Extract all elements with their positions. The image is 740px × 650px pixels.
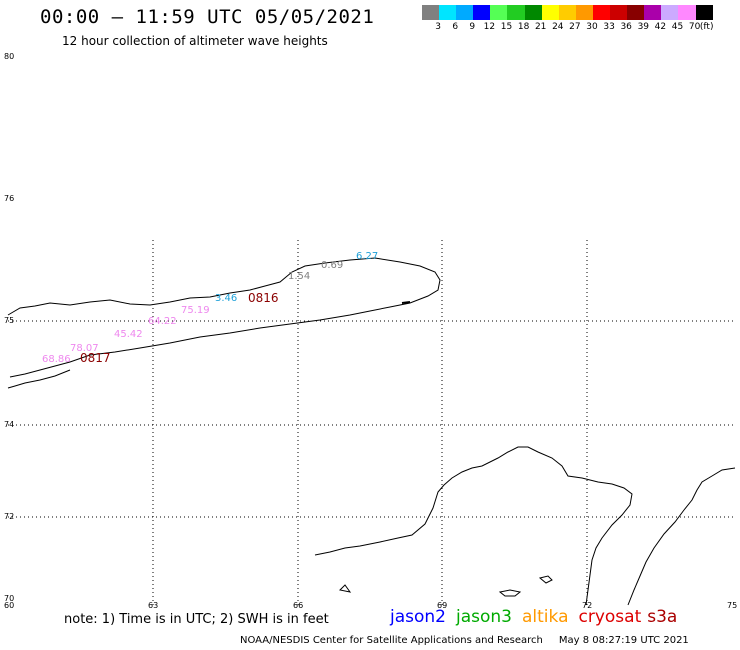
color-swatch bbox=[558, 5, 576, 20]
lat-label: 70 bbox=[4, 594, 15, 603]
color-swatch bbox=[507, 5, 525, 20]
wave-height-label: 45.42 bbox=[114, 329, 143, 340]
lat-label: 80 bbox=[4, 52, 15, 61]
color-swatch bbox=[695, 5, 713, 20]
coastline-novaya-zemlya-south bbox=[7, 369, 71, 389]
lon-label: 72 bbox=[582, 601, 593, 610]
wave-height-label: 3.46 bbox=[215, 293, 237, 304]
coastline-east-shore bbox=[627, 467, 736, 606]
color-swatch bbox=[473, 5, 491, 20]
map-subtitle: 12 hour collection of altimeter wave hei… bbox=[62, 34, 328, 48]
color-legend-label: 12 bbox=[483, 22, 496, 32]
lat-label: 74 bbox=[4, 420, 15, 429]
color-legend-label: 24 bbox=[552, 22, 564, 32]
pass-time-label: 0816 bbox=[248, 291, 279, 305]
satellite-name: jason2 bbox=[390, 607, 446, 627]
color-legend-label: 45 bbox=[671, 22, 684, 32]
coastline-novaya-zemlya-north bbox=[7, 257, 441, 378]
color-swatch bbox=[627, 5, 645, 20]
graticule bbox=[8, 240, 735, 605]
lon-label: 63 bbox=[148, 601, 159, 610]
color-swatch bbox=[490, 5, 508, 20]
color-legend-label: 39 bbox=[637, 22, 650, 32]
color-swatch bbox=[678, 5, 696, 20]
color-swatch bbox=[439, 5, 457, 20]
footer-timestamp: May 8 08:27:19 UTC 2021 bbox=[558, 635, 689, 646]
color-swatch bbox=[575, 5, 593, 20]
wave-height-label: 6.27 bbox=[356, 251, 378, 262]
lon-label: 66 bbox=[293, 601, 304, 610]
color-legend-label: 18 bbox=[517, 22, 530, 32]
satellite-name: jason3 bbox=[456, 607, 512, 627]
color-swatch bbox=[661, 5, 679, 20]
wave-height-label: 68.86 bbox=[42, 354, 71, 365]
pass-time-label: 0817 bbox=[80, 351, 111, 365]
color-swatch bbox=[610, 5, 628, 20]
wave-height-label: 0.69 bbox=[321, 260, 343, 271]
wave-height-label: 75.19 bbox=[181, 305, 210, 316]
footer-credit: NOAA/NESDIS Center for Satellite Applica… bbox=[240, 635, 543, 646]
satellite-name: s3a bbox=[647, 607, 678, 627]
wave-height-label: 64.22 bbox=[148, 316, 177, 327]
coastline-peninsula bbox=[314, 446, 633, 606]
color-legend-label: 21 bbox=[534, 22, 547, 32]
color-legend-label: 27 bbox=[569, 22, 581, 32]
color-legend-label: 30 bbox=[586, 22, 598, 32]
satellite-legend: jason2 jason3 altika cryosat s3a bbox=[390, 607, 687, 627]
note-text: note: 1) Time is in UTC; 2) SWH is in fe… bbox=[64, 612, 329, 627]
coastline-islets bbox=[338, 575, 553, 597]
color-legend-label: 33 bbox=[603, 22, 615, 32]
lon-label: 60 bbox=[4, 601, 15, 610]
wave-height-labels: 6.27 0.69 1.54 3.46 75.19 64.22 45.42 78… bbox=[42, 251, 378, 365]
color-swatch bbox=[422, 5, 440, 20]
color-legend-label: 6 bbox=[452, 22, 459, 32]
lat-label: 76 bbox=[4, 194, 15, 203]
color-legend-label: 42 bbox=[654, 22, 667, 32]
color-legend-bar bbox=[422, 5, 713, 20]
wave-height-label: 1.54 bbox=[288, 271, 310, 282]
color-legend-labels: 3 6 9 12 15 18 21 24 27 30 33 36 39 42 45 70 (ft) bbox=[422, 22, 740, 34]
color-swatch bbox=[524, 5, 542, 20]
color-legend-label: 9 bbox=[469, 22, 476, 32]
color-swatch bbox=[541, 5, 559, 20]
color-swatch bbox=[456, 5, 474, 20]
color-legend-label: 36 bbox=[620, 22, 632, 32]
satellite-name: altika bbox=[522, 607, 569, 627]
color-legend-label: 3 bbox=[435, 22, 441, 32]
lon-label: 69 bbox=[437, 601, 448, 610]
color-swatch bbox=[644, 5, 662, 20]
color-legend-label: 70 bbox=[688, 22, 701, 32]
color-swatch bbox=[592, 5, 611, 20]
track-marker bbox=[401, 301, 411, 304]
wave-height-label: 78.07 bbox=[70, 343, 99, 354]
lat-label: 72 bbox=[4, 512, 15, 521]
satellite-name: cryosat bbox=[578, 607, 642, 627]
lon-label: 75 bbox=[727, 601, 738, 610]
map-title: 00:00 – 11:59 UTC 05/05/2021 bbox=[40, 6, 375, 28]
color-legend-label: 15 bbox=[500, 22, 513, 32]
footer: NOAA/NESDIS Center for Satellite Applica… bbox=[240, 635, 689, 646]
color-legend-label: (ft) bbox=[699, 22, 714, 32]
lat-label: 75 bbox=[4, 316, 15, 325]
coastline bbox=[7, 257, 736, 606]
track-markers bbox=[401, 301, 411, 304]
